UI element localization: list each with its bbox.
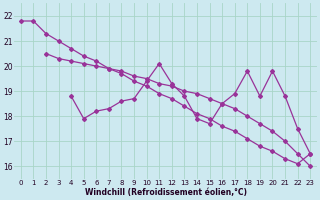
X-axis label: Windchill (Refroidissement éolien,°C): Windchill (Refroidissement éolien,°C): [84, 188, 246, 197]
